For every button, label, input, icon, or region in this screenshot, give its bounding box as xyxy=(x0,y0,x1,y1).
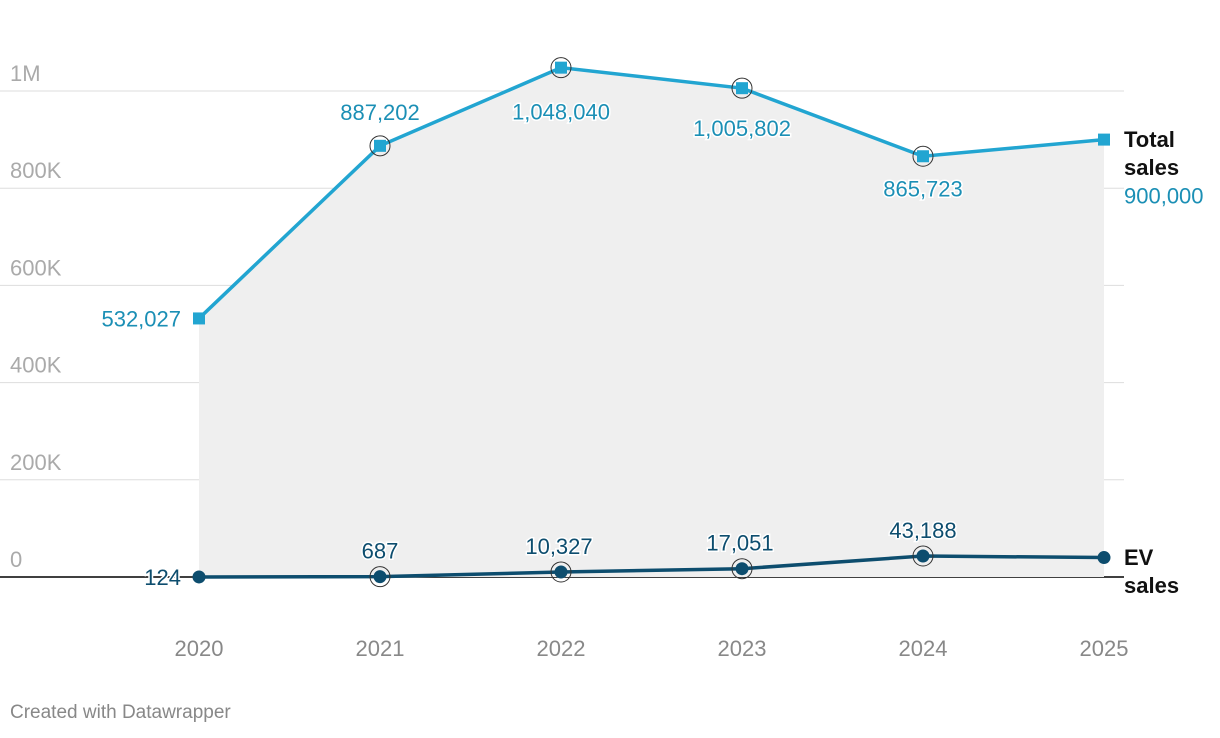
highlight-ring xyxy=(550,57,572,79)
footer: Created with Datawrapper xyxy=(10,702,231,723)
highlight-ring xyxy=(912,545,934,567)
data-label: 865,723 xyxy=(883,176,963,201)
data-label: 687 xyxy=(362,539,399,564)
marker xyxy=(736,82,748,95)
data-label: 124 xyxy=(144,565,181,590)
highlight-ring xyxy=(731,77,753,99)
data-label: 1,005,802 xyxy=(693,116,791,141)
data-label: 10,327 xyxy=(525,534,592,559)
marker xyxy=(373,570,387,584)
marker xyxy=(192,570,206,584)
highlight-ring xyxy=(912,145,934,167)
line xyxy=(198,554,1105,579)
marker xyxy=(374,139,386,152)
x-tick-label: 2023 xyxy=(718,636,767,661)
y-tick-label: 1M xyxy=(10,61,41,86)
x-tick-label: 2022 xyxy=(537,636,586,661)
data-label: 532,027 xyxy=(101,306,181,331)
x-tick-label: 2024 xyxy=(899,636,948,661)
highlight-ring xyxy=(731,558,753,580)
y-tick-label: 200K xyxy=(10,450,62,475)
marker xyxy=(193,312,205,325)
data-label: 43,188 xyxy=(889,518,956,543)
x-tick-label: 2021 xyxy=(356,636,405,661)
line xyxy=(197,65,1105,320)
marker xyxy=(917,150,929,163)
highlight-ring xyxy=(369,135,391,157)
data-label: 17,051 xyxy=(706,531,773,556)
highlight-ring xyxy=(550,561,572,583)
highlight-ring xyxy=(369,566,391,588)
data-label: 887,202 xyxy=(340,100,420,125)
y-tick-label: 600K xyxy=(10,255,62,280)
series-label: Total sales xyxy=(1124,126,1180,180)
area xyxy=(199,67,1104,577)
x-tick-label: 2020 xyxy=(175,636,224,661)
marker xyxy=(916,549,930,563)
marker xyxy=(554,565,568,579)
series-label: EV sales xyxy=(1124,544,1180,598)
marker xyxy=(1097,551,1111,565)
marker xyxy=(555,61,567,74)
data-label: 1,048,040 xyxy=(512,100,610,125)
y-tick-label: 400K xyxy=(10,353,62,378)
x-tick-label: 2025 xyxy=(1080,636,1129,661)
y-tick-label: 800K xyxy=(10,158,62,183)
y-tick-label: 0 xyxy=(10,547,22,572)
data-label: 900,000 xyxy=(1124,184,1204,209)
marker xyxy=(1098,133,1110,146)
marker xyxy=(735,562,749,576)
